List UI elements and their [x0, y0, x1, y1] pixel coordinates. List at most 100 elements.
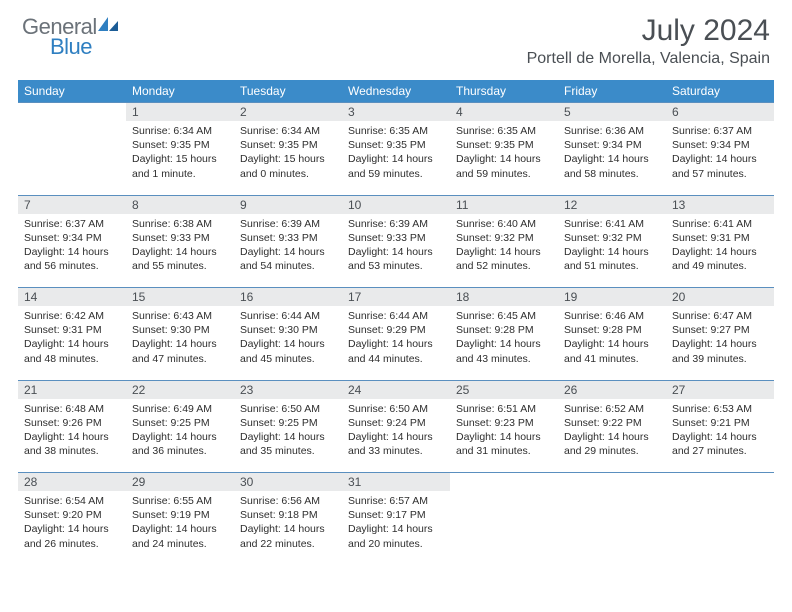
day-day1-text: Daylight: 14 hours — [456, 430, 552, 444]
day-number-row: 28293031 — [18, 473, 774, 492]
day-day1-text: Daylight: 14 hours — [672, 430, 768, 444]
day-content-cell: Sunrise: 6:51 AMSunset: 9:23 PMDaylight:… — [450, 399, 558, 473]
day-day2-text: and 38 minutes. — [24, 444, 120, 458]
day-day1-text: Daylight: 14 hours — [348, 152, 444, 166]
day-number-cell: 18 — [450, 288, 558, 307]
day-content-cell: Sunrise: 6:46 AMSunset: 9:28 PMDaylight:… — [558, 306, 666, 380]
day-number-cell: 14 — [18, 288, 126, 307]
day-number-cell: 15 — [126, 288, 234, 307]
day-sunset-text: Sunset: 9:35 PM — [456, 138, 552, 152]
day-day2-text: and 43 minutes. — [456, 352, 552, 366]
day-day1-text: Daylight: 14 hours — [456, 245, 552, 259]
day-content-row: Sunrise: 6:42 AMSunset: 9:31 PMDaylight:… — [18, 306, 774, 380]
day-sunrise-text: Sunrise: 6:57 AM — [348, 494, 444, 508]
day-sunrise-text: Sunrise: 6:40 AM — [456, 217, 552, 231]
day-sunset-text: Sunset: 9:31 PM — [24, 323, 120, 337]
day-day1-text: Daylight: 14 hours — [24, 430, 120, 444]
day-day1-text: Daylight: 14 hours — [564, 152, 660, 166]
day-sunrise-text: Sunrise: 6:34 AM — [240, 124, 336, 138]
day-number-cell: 26 — [558, 380, 666, 399]
day-number-cell: 25 — [450, 380, 558, 399]
day-sunset-text: Sunset: 9:28 PM — [564, 323, 660, 337]
day-number-cell: 12 — [558, 195, 666, 214]
day-sunset-text: Sunset: 9:32 PM — [564, 231, 660, 245]
calendar-table: Sunday Monday Tuesday Wednesday Thursday… — [18, 80, 774, 565]
day-number-cell: 20 — [666, 288, 774, 307]
day-day1-text: Daylight: 14 hours — [24, 337, 120, 351]
day-sunset-text: Sunset: 9:32 PM — [456, 231, 552, 245]
day-sunrise-text: Sunrise: 6:49 AM — [132, 402, 228, 416]
day-content-cell: Sunrise: 6:36 AMSunset: 9:34 PMDaylight:… — [558, 121, 666, 195]
day-number-cell: 6 — [666, 103, 774, 122]
day-sunrise-text: Sunrise: 6:55 AM — [132, 494, 228, 508]
day-sunrise-text: Sunrise: 6:53 AM — [672, 402, 768, 416]
day-day1-text: Daylight: 14 hours — [348, 245, 444, 259]
day-day2-text: and 48 minutes. — [24, 352, 120, 366]
day-content-cell: Sunrise: 6:34 AMSunset: 9:35 PMDaylight:… — [234, 121, 342, 195]
day-day1-text: Daylight: 14 hours — [672, 152, 768, 166]
day-sunrise-text: Sunrise: 6:47 AM — [672, 309, 768, 323]
title-block: July 2024 Portell de Morella, Valencia, … — [527, 14, 770, 68]
day-content-cell: Sunrise: 6:39 AMSunset: 9:33 PMDaylight:… — [234, 214, 342, 288]
day-content-cell: Sunrise: 6:54 AMSunset: 9:20 PMDaylight:… — [18, 491, 126, 565]
day-day2-text: and 1 minute. — [132, 167, 228, 181]
day-number-cell: 13 — [666, 195, 774, 214]
day-number-cell: 7 — [18, 195, 126, 214]
day-sunrise-text: Sunrise: 6:56 AM — [240, 494, 336, 508]
day-sunset-text: Sunset: 9:30 PM — [132, 323, 228, 337]
logo-sail-icon — [97, 21, 119, 38]
day-day2-text: and 24 minutes. — [132, 537, 228, 551]
day-day2-text: and 53 minutes. — [348, 259, 444, 273]
day-day2-text: and 39 minutes. — [672, 352, 768, 366]
day-sunrise-text: Sunrise: 6:54 AM — [24, 494, 120, 508]
weekday-header: Saturday — [666, 80, 774, 103]
day-content-cell: Sunrise: 6:50 AMSunset: 9:24 PMDaylight:… — [342, 399, 450, 473]
day-number-row: 14151617181920 — [18, 288, 774, 307]
day-sunset-text: Sunset: 9:28 PM — [456, 323, 552, 337]
day-sunrise-text: Sunrise: 6:42 AM — [24, 309, 120, 323]
day-sunset-text: Sunset: 9:20 PM — [24, 508, 120, 522]
day-content-cell — [666, 491, 774, 565]
day-day2-text: and 27 minutes. — [672, 444, 768, 458]
day-day1-text: Daylight: 15 hours — [132, 152, 228, 166]
day-day2-text: and 54 minutes. — [240, 259, 336, 273]
day-day2-text: and 35 minutes. — [240, 444, 336, 458]
day-sunrise-text: Sunrise: 6:51 AM — [456, 402, 552, 416]
weekday-header: Monday — [126, 80, 234, 103]
day-sunset-text: Sunset: 9:34 PM — [564, 138, 660, 152]
day-day2-text: and 59 minutes. — [348, 167, 444, 181]
day-day1-text: Daylight: 14 hours — [240, 245, 336, 259]
weekday-header: Tuesday — [234, 80, 342, 103]
day-day1-text: Daylight: 14 hours — [24, 245, 120, 259]
day-number-cell: 30 — [234, 473, 342, 492]
weekday-header: Thursday — [450, 80, 558, 103]
day-sunrise-text: Sunrise: 6:35 AM — [456, 124, 552, 138]
day-sunset-text: Sunset: 9:34 PM — [672, 138, 768, 152]
day-day2-text: and 29 minutes. — [564, 444, 660, 458]
day-day1-text: Daylight: 14 hours — [240, 522, 336, 536]
day-sunset-text: Sunset: 9:21 PM — [672, 416, 768, 430]
day-day2-text: and 56 minutes. — [24, 259, 120, 273]
day-number-cell: 19 — [558, 288, 666, 307]
day-sunset-text: Sunset: 9:35 PM — [348, 138, 444, 152]
day-number-row: 78910111213 — [18, 195, 774, 214]
day-content-row: Sunrise: 6:34 AMSunset: 9:35 PMDaylight:… — [18, 121, 774, 195]
day-day1-text: Daylight: 14 hours — [132, 522, 228, 536]
day-content-cell: Sunrise: 6:49 AMSunset: 9:25 PMDaylight:… — [126, 399, 234, 473]
day-content-cell: Sunrise: 6:35 AMSunset: 9:35 PMDaylight:… — [342, 121, 450, 195]
day-sunrise-text: Sunrise: 6:46 AM — [564, 309, 660, 323]
day-number-cell: 24 — [342, 380, 450, 399]
day-day2-text: and 41 minutes. — [564, 352, 660, 366]
day-number-cell: 17 — [342, 288, 450, 307]
day-day2-text: and 51 minutes. — [564, 259, 660, 273]
day-sunrise-text: Sunrise: 6:37 AM — [24, 217, 120, 231]
page-header: General Blue July 2024 Portell de Morell… — [0, 0, 792, 74]
brand-logo: General Blue — [22, 14, 119, 66]
location-text: Portell de Morella, Valencia, Spain — [527, 50, 770, 68]
day-number-cell — [666, 473, 774, 492]
day-day1-text: Daylight: 14 hours — [348, 337, 444, 351]
day-sunset-text: Sunset: 9:25 PM — [132, 416, 228, 430]
day-content-cell: Sunrise: 6:43 AMSunset: 9:30 PMDaylight:… — [126, 306, 234, 380]
weekday-header: Wednesday — [342, 80, 450, 103]
day-day2-text: and 55 minutes. — [132, 259, 228, 273]
